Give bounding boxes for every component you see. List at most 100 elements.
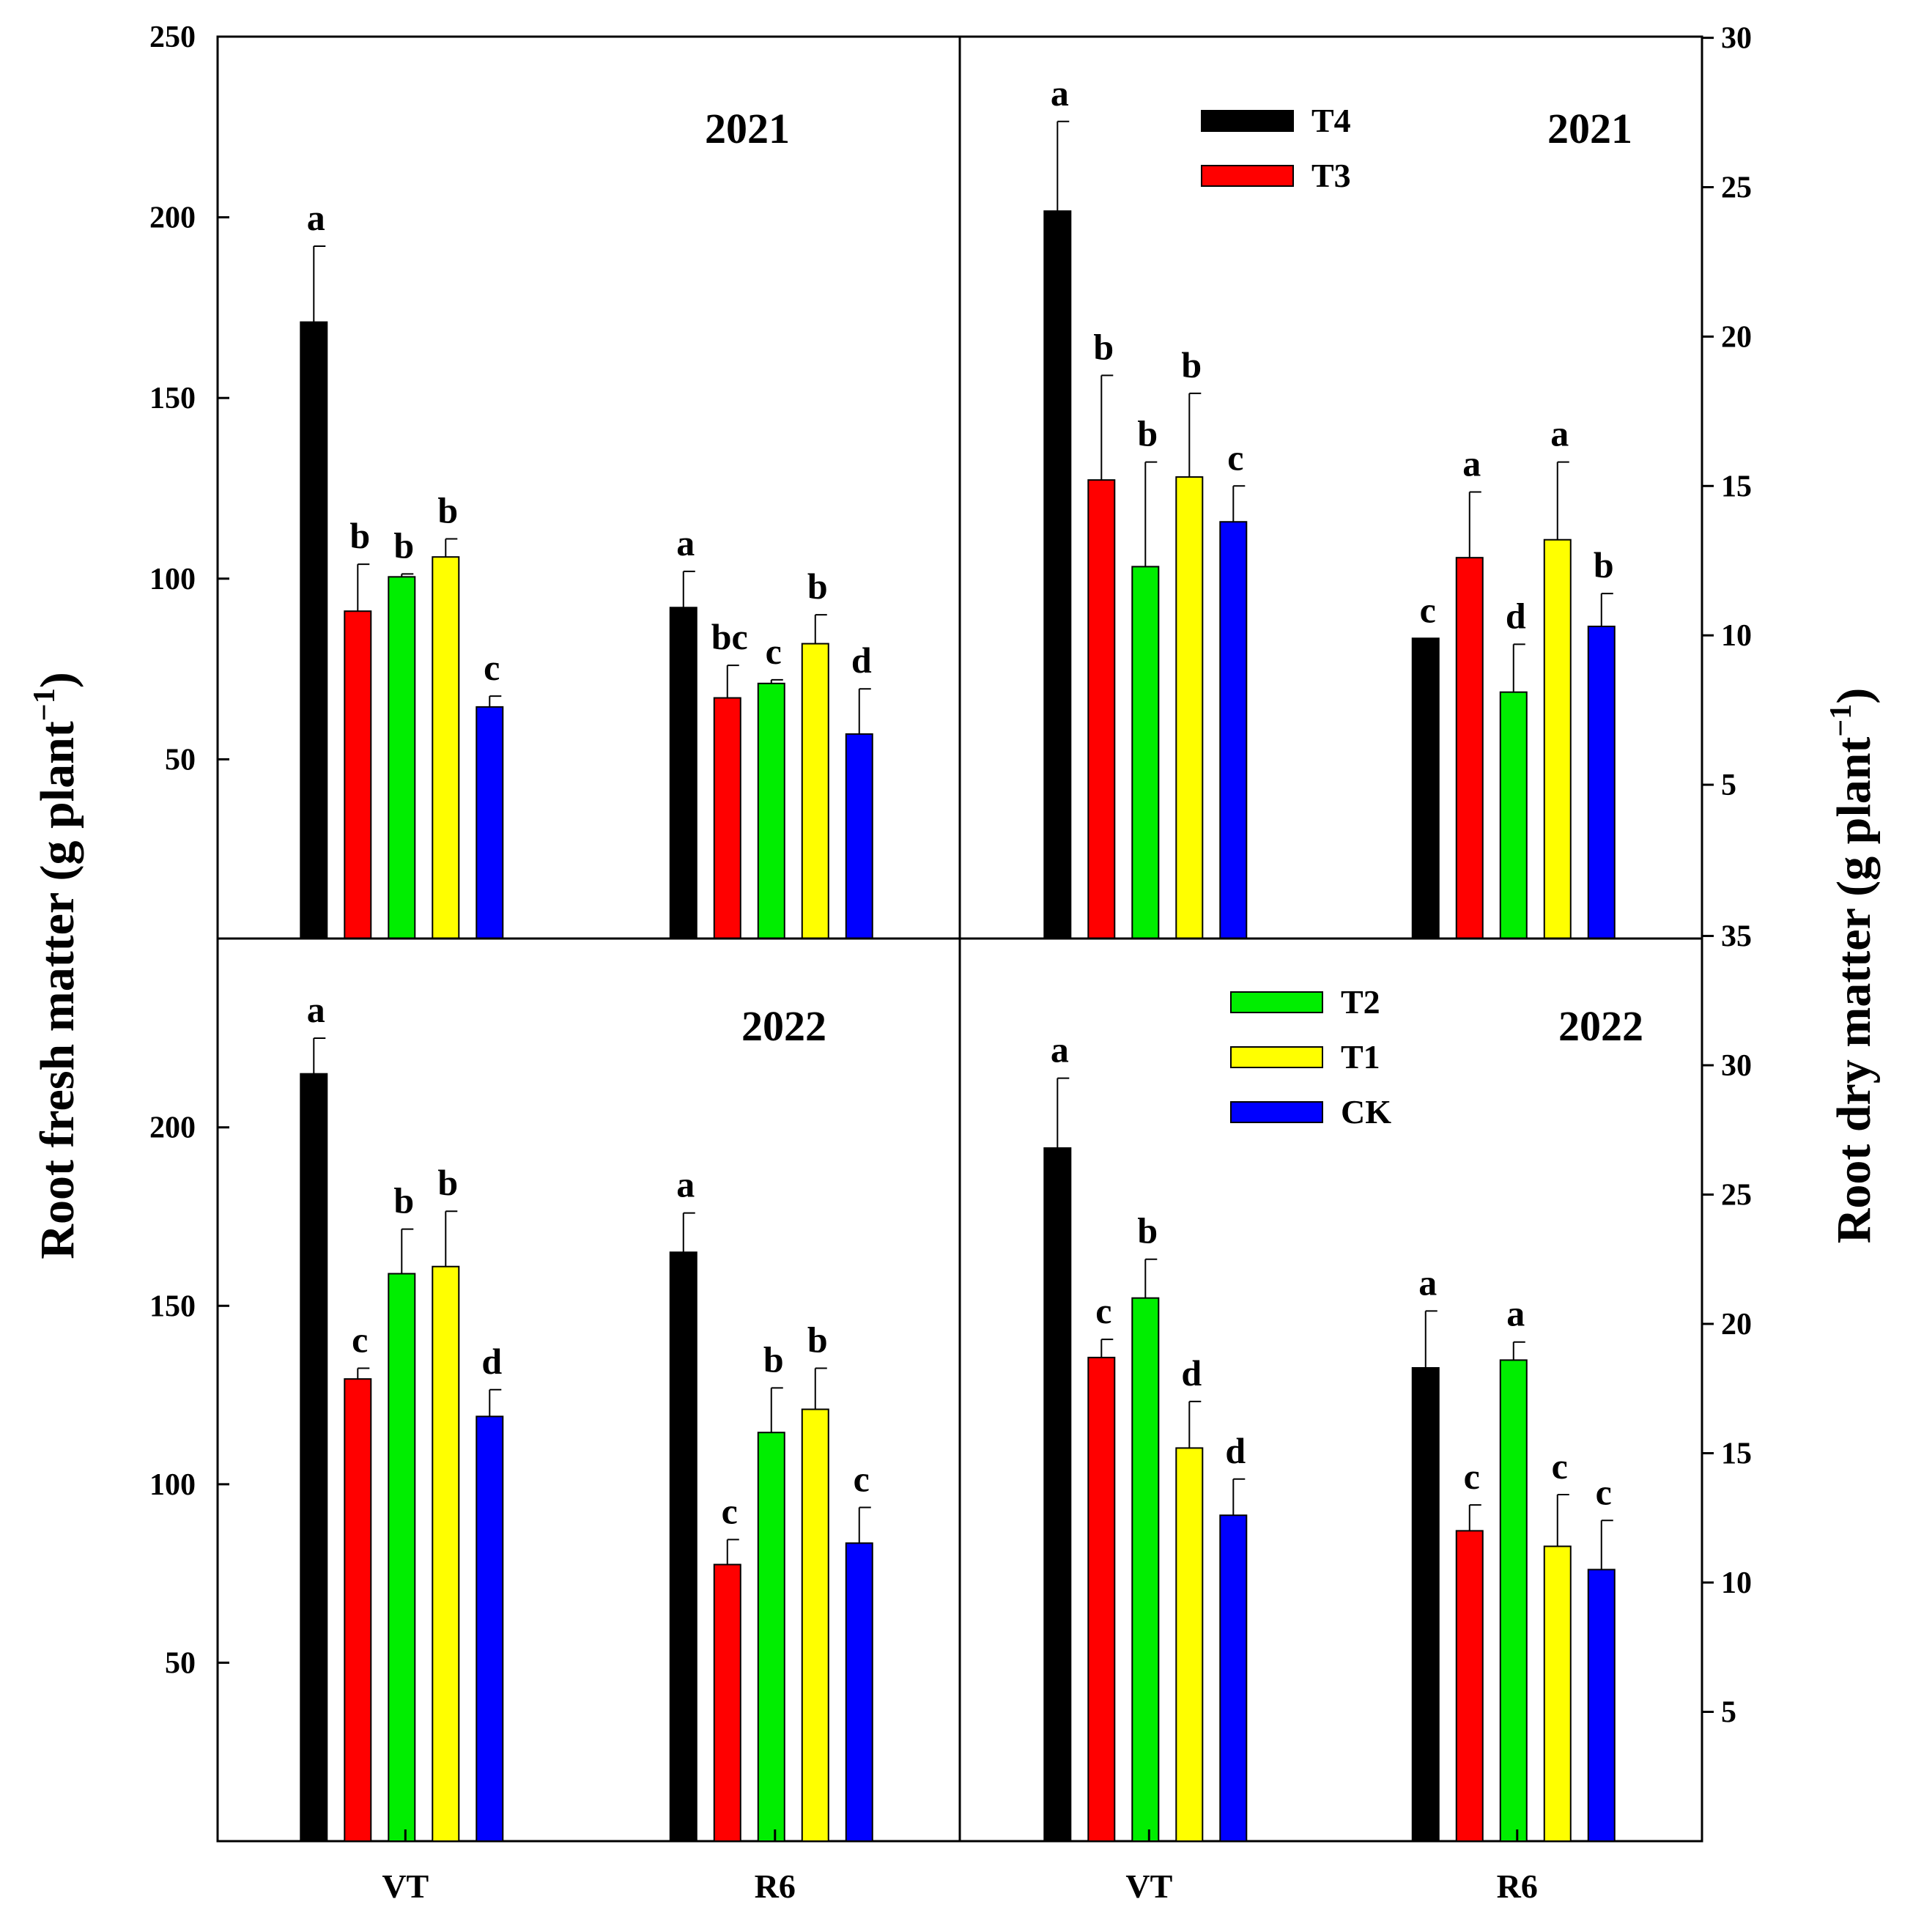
bar-T3-VT <box>344 610 372 939</box>
y-tick-label: 25 <box>1721 171 1752 205</box>
significance-letter: c <box>1552 1446 1568 1487</box>
significance-letter: a <box>1418 1262 1437 1303</box>
axes: VT R6 VT R6 <box>382 1829 1538 1905</box>
y-tick-label: 5 <box>1721 1695 1736 1729</box>
bar-CK-VT <box>1219 521 1248 939</box>
panel-title: 2021 <box>705 105 790 152</box>
legend: T2 T1 CK <box>1230 983 1391 1130</box>
bar-T1-VT <box>1175 1447 1204 1842</box>
bar-T2-R6 <box>1499 1359 1528 1843</box>
significance-letter: bc <box>711 616 748 657</box>
x-tick-label: VT <box>1125 1868 1172 1905</box>
significance-letter: b <box>437 1162 458 1203</box>
significance-letter: b <box>1181 344 1202 385</box>
bar-T2-VT <box>1131 566 1160 939</box>
significance-letter: b <box>1137 1210 1158 1251</box>
y-tick-label: 20 <box>1721 1308 1752 1341</box>
significance-letter: c <box>1596 1471 1612 1512</box>
y-tick-label: 25 <box>1721 1178 1752 1212</box>
bar-T3-R6 <box>713 697 741 940</box>
significance-letter: d <box>851 640 872 681</box>
bar-T3-VT <box>1087 1356 1116 1842</box>
bar-T1-R6 <box>801 643 829 939</box>
significance-letter: c <box>1227 437 1243 478</box>
x-tick-label: R6 <box>755 1868 796 1905</box>
bar-T1-R6 <box>1543 1545 1572 1843</box>
significance-letter: d <box>481 1341 502 1382</box>
y-tick-label: 15 <box>1721 1437 1752 1470</box>
bar-T3-VT <box>344 1378 372 1842</box>
significance-letter: b <box>763 1339 784 1380</box>
bar-T1-VT <box>1175 476 1204 939</box>
legend-swatch-T3 <box>1201 165 1294 187</box>
significance-letter: b <box>1594 544 1614 585</box>
x-tick-label: R6 <box>1497 1868 1538 1905</box>
significance-letter: a <box>1051 73 1069 114</box>
significance-letter: b <box>1093 326 1114 367</box>
significance-letter: b <box>393 525 414 566</box>
y-tick-label: 20 <box>1721 320 1752 354</box>
bar-CK-VT <box>476 706 504 939</box>
y-tick-label: 100 <box>149 1468 196 1502</box>
significance-letter: c <box>1464 1456 1480 1497</box>
significance-letter: c <box>1420 589 1436 630</box>
significance-letter: d <box>1506 595 1526 636</box>
bar-T2-VT <box>1131 1297 1160 1843</box>
bar-T4-R6 <box>1411 1366 1440 1842</box>
legend-swatch-T1 <box>1230 1046 1323 1068</box>
bar-T1-VT <box>432 556 460 939</box>
bar-T4-VT <box>1043 1147 1072 1843</box>
significance-letter: b <box>807 1320 828 1361</box>
y-axis-title-left-close: ) <box>31 672 84 688</box>
y-axis-title-right-close: ) <box>1827 688 1881 704</box>
bar-T3-VT <box>1087 479 1116 939</box>
panel-title: 2022 <box>741 1002 826 1050</box>
bar-T4-VT <box>300 321 328 939</box>
significance-letter: a <box>1550 413 1569 454</box>
y-axis-title-left-main: Root fresh matter (g plant <box>31 721 84 1259</box>
y-axis-title-right: Root dry matter (g plant−1) <box>1824 688 1881 1244</box>
significance-letter: c <box>722 1490 738 1531</box>
bar-CK-R6 <box>845 733 873 939</box>
legend-swatch-CK <box>1230 1101 1323 1123</box>
y-axis-title-right-main: Root dry matter (g plant <box>1827 737 1881 1244</box>
bar-T1-R6 <box>1543 538 1572 939</box>
y-axis-title-left: Root fresh matter (g plant−1) <box>28 672 84 1259</box>
significance-letter: d <box>1181 1352 1202 1394</box>
bar-T4-R6 <box>669 1251 698 1843</box>
y-tick-label: 15 <box>1721 470 1752 503</box>
significance-letter: b <box>437 490 458 531</box>
significance-letter: a <box>307 989 325 1030</box>
y-axis-title-left-exponent: −1 <box>28 688 62 721</box>
significance-letter: a <box>676 1164 695 1205</box>
legend-swatch-T4 <box>1201 110 1294 132</box>
significance-letter: c <box>854 1459 870 1500</box>
bar-T1-VT <box>432 1265 460 1842</box>
bar-T3-R6 <box>1455 1530 1484 1842</box>
panel-title: 2022 <box>1558 1002 1643 1050</box>
y-tick-label: 250 <box>149 21 196 54</box>
bar-T2-R6 <box>757 1432 785 1843</box>
significance-letter: c <box>352 1320 368 1361</box>
bar-T4-R6 <box>669 607 698 939</box>
y-tick-label: 50 <box>165 743 196 777</box>
bar-CK-R6 <box>1587 1569 1616 1843</box>
significance-letter: a <box>1506 1293 1525 1334</box>
bar-CK-VT <box>476 1415 504 1842</box>
bar-CK-VT <box>1219 1514 1248 1843</box>
bar-T4-R6 <box>1411 637 1440 940</box>
y-axis-title-right-exponent: −1 <box>1824 704 1858 737</box>
bar-T2-R6 <box>1499 691 1528 939</box>
legend-swatch-T2 <box>1230 991 1323 1013</box>
significance-letter: b <box>1137 413 1158 454</box>
y-tick-label: 200 <box>149 1111 196 1145</box>
bar-T3-R6 <box>1455 557 1484 939</box>
bar-T2-R6 <box>757 682 785 939</box>
significance-letter: b <box>807 566 828 607</box>
